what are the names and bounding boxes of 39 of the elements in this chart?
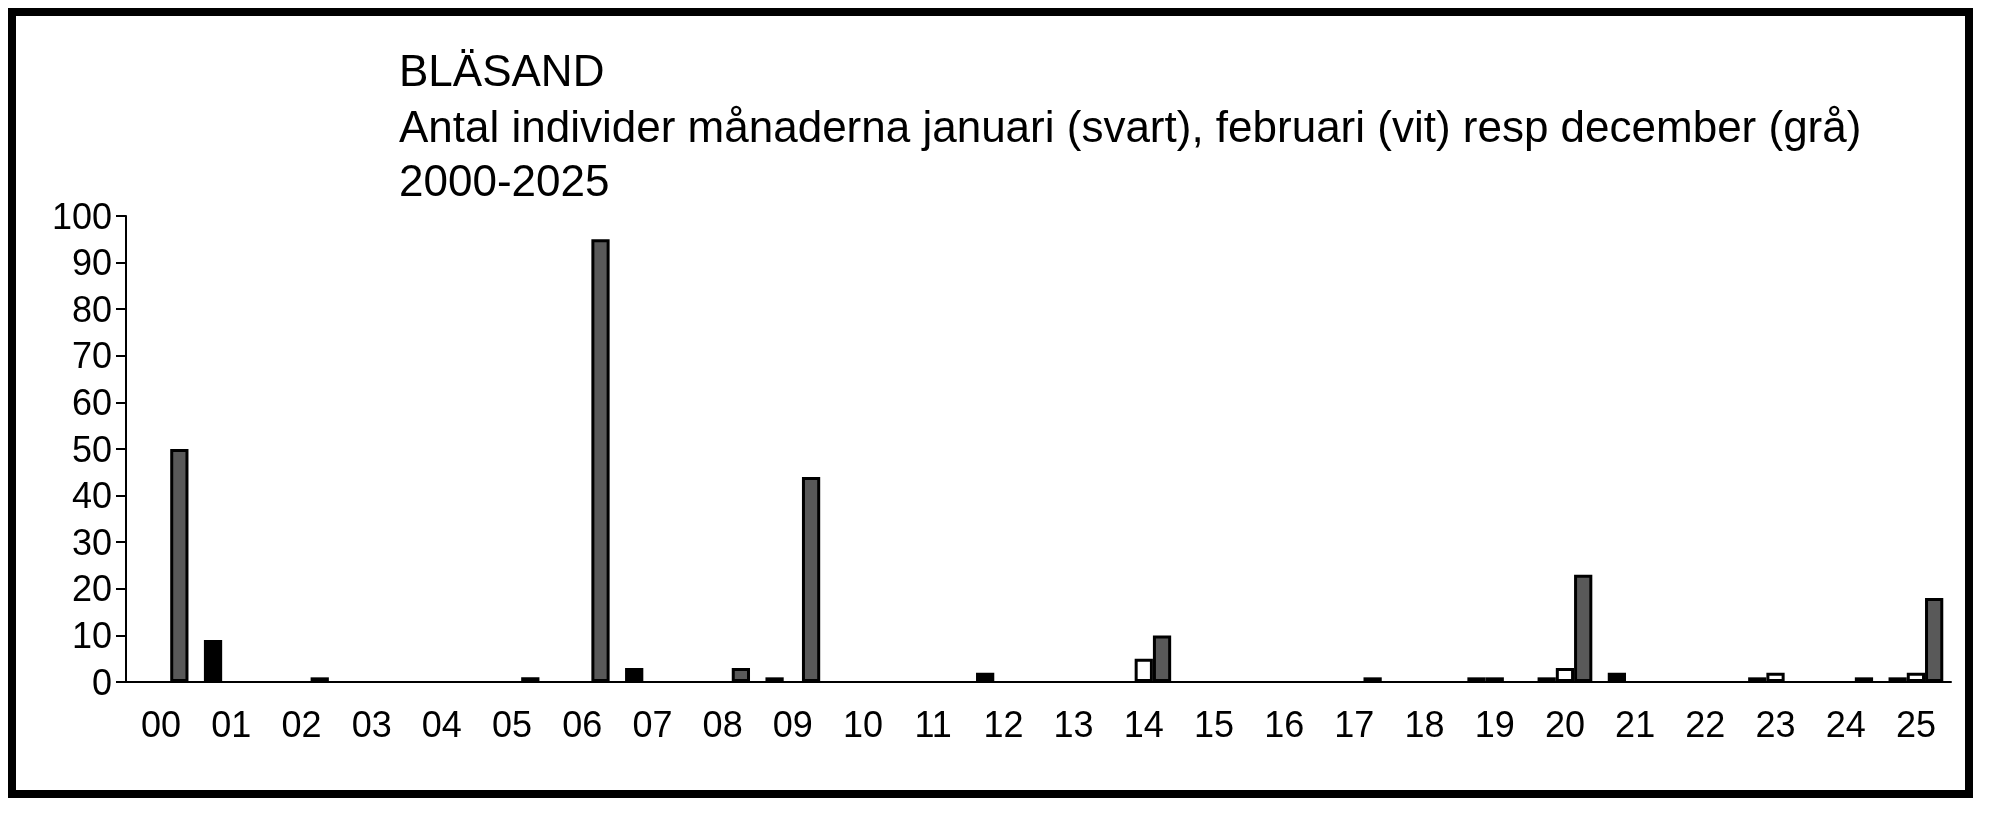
y-tick-label: 70 — [71, 335, 112, 377]
y-tick-label: 20 — [71, 568, 112, 610]
x-tick-label: 13 — [1053, 703, 1094, 745]
x-tick-label: 21 — [1615, 703, 1656, 745]
y-tick-label: 80 — [71, 288, 112, 330]
x-tick-label: 01 — [211, 703, 252, 745]
y-tick-label: 10 — [71, 614, 112, 656]
x-tick-label: 12 — [983, 703, 1024, 745]
x-tick-label: 03 — [351, 703, 392, 745]
y-tick-label: 90 — [71, 242, 112, 284]
x-tick-label: 24 — [1825, 703, 1866, 745]
x-tick-label: 06 — [562, 703, 603, 745]
y-tick-label: 50 — [71, 428, 112, 470]
y-tick-label: 60 — [71, 381, 112, 423]
chart-title: BLÄSAND — [399, 45, 605, 95]
x-tick-label: 17 — [1334, 703, 1375, 745]
x-tick-label: 18 — [1404, 703, 1445, 745]
x-tick-label: 00 — [141, 703, 182, 745]
chart-subtitle: Antal individer månaderna januari (svart), februari (vit) resp december (grå) 2000-2025 — [399, 101, 1862, 205]
x-tick-label: 04 — [421, 703, 462, 745]
y-tick-label: 100 — [51, 195, 112, 237]
x-tick-label: 16 — [1264, 703, 1305, 745]
y-tick-label: 30 — [71, 521, 112, 563]
x-tick-label: 07 — [632, 703, 673, 745]
x-tick-label: 20 — [1544, 703, 1585, 745]
x-tick-label: 25 — [1895, 703, 1936, 745]
x-tick-label: 02 — [281, 703, 322, 745]
y-tick-label: 40 — [71, 475, 112, 517]
x-tick-label: 14 — [1123, 703, 1164, 745]
x-tick-label: 15 — [1193, 703, 1234, 745]
x-tick-label: 22 — [1685, 703, 1726, 745]
x-tick-label: 10 — [843, 703, 884, 745]
x-tick-label: 05 — [492, 703, 533, 745]
x-tick-label: 19 — [1474, 703, 1515, 745]
x-tick-label: 08 — [702, 703, 743, 745]
x-tick-label: 11 — [914, 703, 952, 745]
x-tick-label: 09 — [772, 703, 813, 745]
y-tick-label: 0 — [91, 661, 112, 703]
x-tick-label: 23 — [1755, 703, 1796, 745]
